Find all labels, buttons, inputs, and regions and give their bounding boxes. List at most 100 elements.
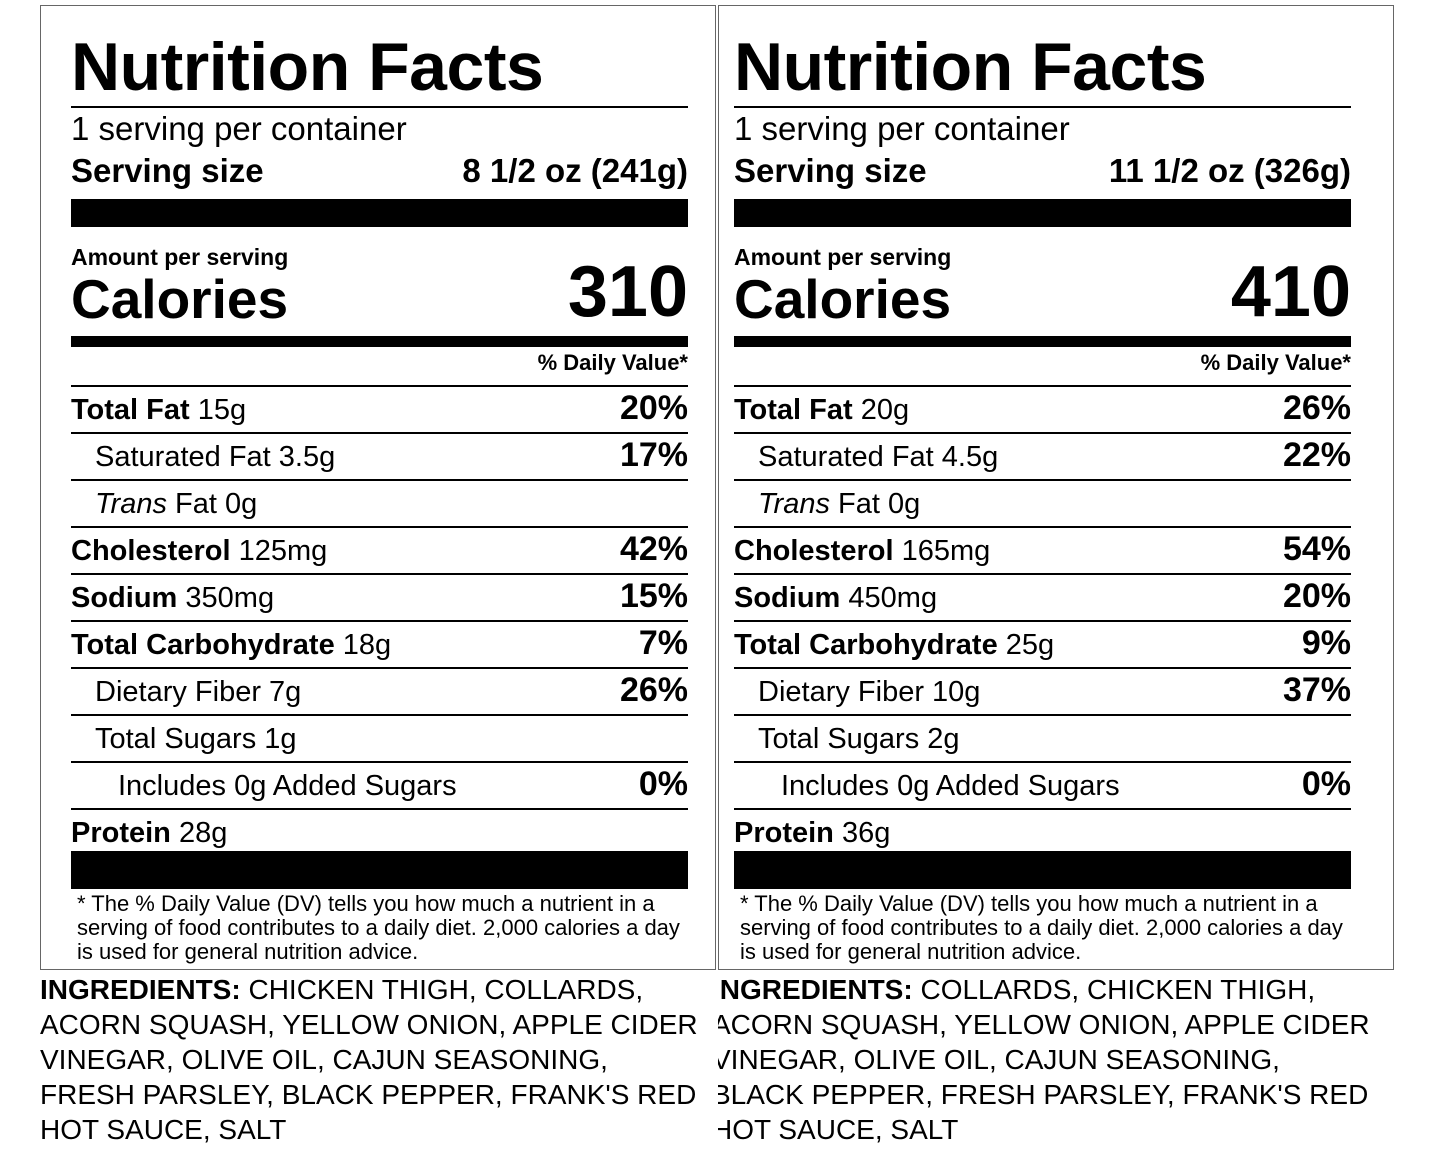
nutrient-bold-name: Total Carbohydrate: [734, 629, 998, 661]
nutrient-italic-name: Trans: [95, 488, 167, 520]
nutrient-row: Total Sugars 1g: [71, 714, 688, 761]
ingredients-text: COLLARDS, CHICKEN THIGH, ACORN SQUASH, Y…: [718, 974, 1370, 1145]
nutrient-row: Trans Fat 0g: [734, 479, 1351, 526]
calories-value: 410: [1230, 252, 1351, 332]
divider: [734, 106, 1351, 108]
amount-per-serving: Amount per serving: [734, 244, 952, 270]
nutrient-row: Cholesterol 125mg 42%: [71, 526, 688, 573]
nutrient-name: Saturated Fat 3.5g: [95, 440, 335, 474]
label-title: Nutrition Facts: [734, 29, 1207, 105]
nutrient-amount: 125mg: [230, 535, 328, 567]
nutrient-amount: 18g: [334, 629, 392, 661]
bottom-divider: [734, 851, 1351, 889]
serving-size-label: Serving size: [734, 152, 927, 189]
nutrition-panel-right: Nutrition Facts 1 serving per container …: [718, 0, 1398, 1156]
ingredients-label: INGREDIENTS:: [718, 974, 913, 1005]
nutrient-amount: 20g: [852, 394, 910, 426]
nutrient-name: Dietary Fiber 10g: [758, 675, 980, 709]
nutrient-row: Sodium 350mg 15%: [71, 573, 688, 620]
nutrient-amount: Total Sugars 2g: [758, 723, 960, 755]
nutrient-name: Total Carbohydrate 25g: [734, 628, 1054, 662]
nutrient-amount: Fat 0g: [829, 488, 921, 520]
nutrient-row: Total Fat 20g 26%: [734, 385, 1351, 432]
thick-divider: [734, 199, 1351, 227]
serving-size-value: 8 1/2 oz (241g): [462, 152, 688, 189]
nutrient-bold-name: Cholesterol: [734, 535, 894, 567]
nutrient-row: Saturated Fat 4.5g 22%: [734, 432, 1351, 479]
nutrient-name: Total Sugars 2g: [758, 722, 960, 756]
nutrient-row: Protein 36g: [734, 808, 1351, 855]
nutrient-daily-value: 37%: [1282, 671, 1351, 709]
nutrient-name: Protein 36g: [734, 816, 890, 850]
nutrient-row: Includes 0g Added Sugars 0%: [734, 761, 1351, 808]
nutrient-bold-name: Cholesterol: [71, 535, 231, 567]
nutrient-bold-name: Total Fat: [71, 394, 190, 426]
nutrient-name: Sodium 350mg: [71, 581, 274, 615]
daily-value-header: % Daily Value*: [537, 350, 688, 375]
nutrient-name: Dietary Fiber 7g: [95, 675, 301, 709]
nutrient-bold-name: Sodium: [71, 582, 178, 614]
nutrient-name: Total Carbohydrate 18g: [71, 628, 391, 662]
calories-value: 310: [567, 252, 688, 332]
nutrient-name: Cholesterol 125mg: [71, 534, 327, 568]
nutrient-amount: 25g: [997, 629, 1055, 661]
nutrient-daily-value: 26%: [619, 671, 688, 709]
nutrient-row: Protein 28g: [71, 808, 688, 855]
nutrient-daily-value: 15%: [619, 577, 688, 615]
nutrient-name: Protein 28g: [71, 816, 227, 850]
nutrient-amount: Saturated Fat 4.5g: [758, 441, 999, 473]
amount-per-serving: Amount per serving: [71, 244, 289, 270]
nutrient-name: Sodium 450mg: [734, 581, 937, 615]
nutrient-bold-name: Protein: [734, 817, 834, 849]
nutrient-name: Total Sugars 1g: [95, 722, 297, 756]
nutrient-amount: 165mg: [893, 535, 991, 567]
nutrition-facts-label: Nutrition Facts 1 serving per container …: [40, 5, 716, 970]
nutrient-daily-value: 9%: [1301, 624, 1351, 662]
nutrient-bold-name: Total Carbohydrate: [71, 629, 335, 661]
ingredients: INGREDIENTS: COLLARDS, CHICKEN THIGH, AC…: [718, 972, 1372, 1147]
nutrient-daily-value: 17%: [619, 436, 688, 474]
nutrient-daily-value: 22%: [1282, 436, 1351, 474]
nutrient-name: Cholesterol 165mg: [734, 534, 990, 568]
nutrient-row: Sodium 450mg 20%: [734, 573, 1351, 620]
label-title: Nutrition Facts: [71, 29, 544, 105]
serving-size-value: 11 1/2 oz (326g): [1108, 152, 1351, 189]
nutrient-row: Dietary Fiber 7g 26%: [71, 667, 688, 714]
nutrient-amount: 28g: [170, 817, 228, 849]
nutrition-facts-label: Nutrition Facts 1 serving per container …: [718, 5, 1394, 970]
nutrient-amount: Dietary Fiber 10g: [758, 676, 981, 708]
nutrient-amount: 36g: [833, 817, 891, 849]
servings-per-container: 1 serving per container: [734, 110, 1070, 147]
nutrient-row: Saturated Fat 3.5g 17%: [71, 432, 688, 479]
nutrient-daily-value: 0%: [1301, 765, 1351, 803]
nutrient-row: Trans Fat 0g: [71, 479, 688, 526]
medium-divider: [734, 336, 1351, 347]
nutrient-row: Includes 0g Added Sugars 0%: [71, 761, 688, 808]
nutrient-amount: Dietary Fiber 7g: [95, 676, 302, 708]
nutrient-list: Total Fat 20g 26% Saturated Fat 4.5g 22% Tra…: [734, 385, 1351, 855]
nutrient-row: Cholesterol 165mg 54%: [734, 526, 1351, 573]
nutrient-amount: Includes 0g Added Sugars: [118, 770, 457, 802]
daily-value-header: % Daily Value*: [1200, 350, 1351, 375]
nutrient-daily-value: 42%: [619, 530, 688, 568]
nutrient-italic-name: Trans: [758, 488, 830, 520]
nutrient-row: Total Carbohydrate 18g 7%: [71, 620, 688, 667]
nutrient-amount: 15g: [189, 394, 247, 426]
nutrient-amount: Fat 0g: [166, 488, 258, 520]
nutrient-daily-value: 0%: [638, 765, 688, 803]
nutrient-row: Dietary Fiber 10g 37%: [734, 667, 1351, 714]
nutrient-bold-name: Sodium: [734, 582, 841, 614]
nutrient-name: Trans Fat 0g: [758, 487, 920, 521]
ingredients-label: INGREDIENTS:: [40, 974, 241, 1005]
nutrient-name: Includes 0g Added Sugars: [781, 769, 1120, 803]
nutrient-daily-value: 26%: [1282, 389, 1351, 427]
nutrient-row: Total Carbohydrate 25g 9%: [734, 620, 1351, 667]
nutrient-list: Total Fat 15g 20% Saturated Fat 3.5g 17% Tra…: [71, 385, 688, 855]
divider: [71, 106, 688, 108]
nutrient-row: Total Fat 15g 20%: [71, 385, 688, 432]
nutrient-row: Total Sugars 2g: [734, 714, 1351, 761]
servings-per-container: 1 serving per container: [71, 110, 407, 147]
nutrient-daily-value: 20%: [619, 389, 688, 427]
nutrient-daily-value: 7%: [638, 624, 688, 662]
nutrient-amount: Saturated Fat 3.5g: [95, 441, 336, 473]
